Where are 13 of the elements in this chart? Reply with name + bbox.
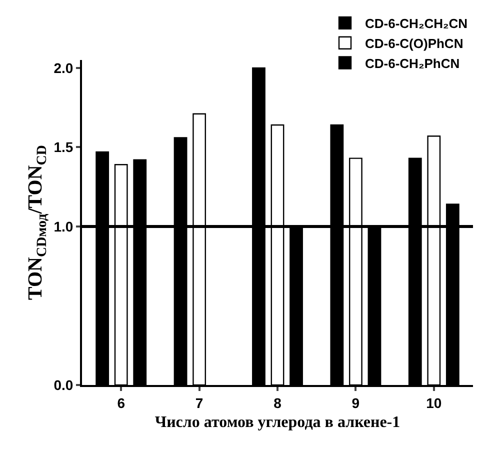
legend-label: CD-6-C(O)PhCN: [365, 36, 464, 51]
x-tick-label: 10: [426, 394, 442, 411]
y-tick-label: 1.5: [54, 139, 74, 156]
x-axis-title: Число атомов углерода в алкене-1: [154, 414, 400, 431]
y-tick-label: 0.0: [54, 376, 74, 393]
legend-label: CD-6-CH₂CH₂CN: [365, 16, 468, 32]
x-tick-label: 6: [117, 394, 126, 411]
x-tick-label: 7: [195, 394, 204, 411]
y-tick-label: 2.0: [54, 60, 74, 76]
x-tick-label: 9: [352, 394, 360, 411]
x-tick-label: 8: [274, 394, 282, 411]
y-tick-label: 1.0: [54, 218, 74, 234]
legend-label: CD-6-CH₂PhCN: [365, 56, 460, 71]
